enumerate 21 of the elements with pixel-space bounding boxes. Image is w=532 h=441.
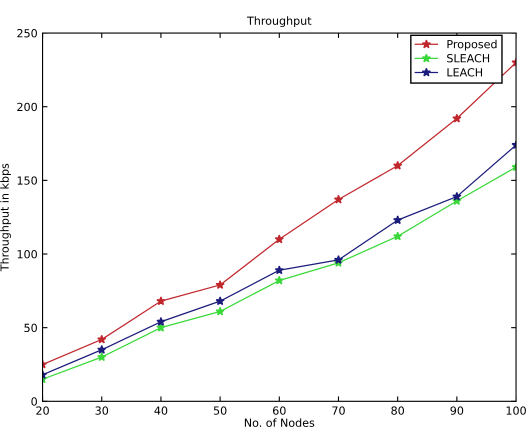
x-tick-label: 30 xyxy=(96,406,108,415)
y-tick-label: 50 xyxy=(24,324,37,332)
x-tick-label: 100 xyxy=(506,406,526,415)
y-tick-label: 200 xyxy=(17,102,37,112)
legend-label: LEACH xyxy=(447,68,482,77)
chart-title: Throughput xyxy=(247,16,312,28)
y-axis-title: Throughput in kbps xyxy=(0,164,11,272)
y-tick-label: 150 xyxy=(18,176,37,185)
x-tick-label: 80 xyxy=(391,406,404,415)
x-tick-label: 70 xyxy=(332,406,345,415)
y-tick-label: 100 xyxy=(18,250,37,258)
y-tick-label: 0 xyxy=(31,397,37,406)
x-tick-label: 50 xyxy=(214,406,226,415)
x-axis-title: No. of Nodes xyxy=(244,418,314,427)
x-tick-label: 40 xyxy=(154,406,168,415)
y-tick-label: 250 xyxy=(17,29,37,38)
x-tick-label: 60 xyxy=(273,406,286,415)
x-tick-label: 90 xyxy=(450,406,464,415)
legend-label: SLEACH xyxy=(447,54,490,62)
legend-label: Proposed xyxy=(447,40,497,50)
x-tick-label: 20 xyxy=(36,406,49,415)
